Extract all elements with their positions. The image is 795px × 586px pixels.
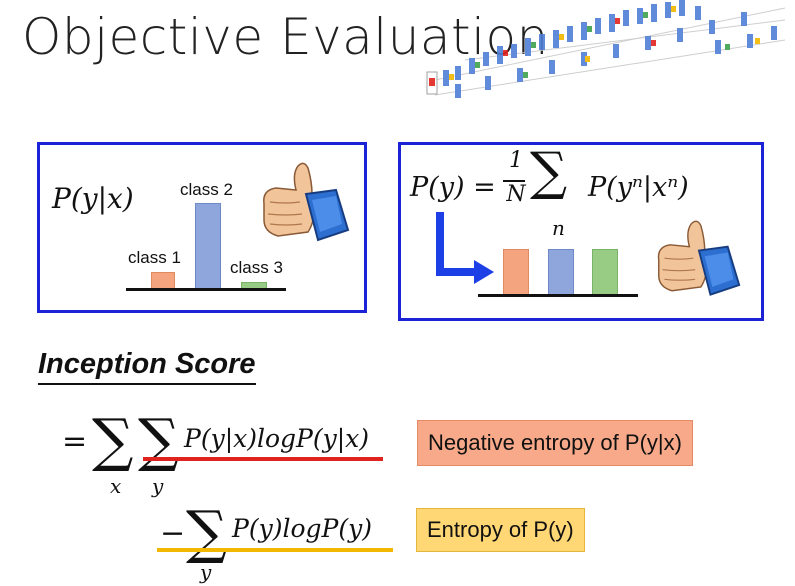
sum-over-y-symbol: ∑: [138, 406, 180, 474]
sum-subscript: n: [552, 216, 565, 240]
equals-sign: =: [62, 424, 88, 459]
sum-over-y2-symbol: ∑: [186, 498, 228, 566]
thumbs-up-icon: [657, 220, 741, 296]
minus-sign: −: [160, 516, 186, 551]
sum-over-x-symbol: ∑: [92, 406, 134, 474]
conditional-entropy-expression: P(y|x)logP(y|x): [184, 424, 369, 453]
marginal-formula-lhs: P(y) =: [410, 172, 496, 203]
sum-over-y2-subscript: y: [200, 560, 212, 584]
right-axis-line: [478, 294, 638, 297]
marginal-entropy-expression: P(y)logP(y): [232, 514, 372, 543]
class-2-label: class 2: [180, 180, 233, 199]
sum-symbol: ∑: [530, 142, 568, 202]
yellow-underline: [157, 548, 393, 552]
sum-over-y-subscript: y: [152, 474, 164, 498]
left-axis-line: [126, 288, 286, 291]
fraction-bar: [503, 180, 525, 182]
marginal-formula-rhs: P(yⁿ|xⁿ): [588, 172, 689, 203]
conditional-formula: P(y|x): [52, 182, 134, 215]
class-3-label: class 3: [230, 258, 283, 277]
fraction-denominator: N: [506, 182, 526, 207]
thumbs-up-icon: [263, 162, 350, 242]
marginal-bar-3: [592, 249, 618, 296]
negative-entropy-tag: Negative entropy of P(y|x): [417, 420, 693, 466]
entropy-tag: Entropy of P(y): [416, 508, 585, 552]
red-underline: [143, 457, 383, 461]
sum-over-x-subscript: x: [110, 474, 122, 498]
marginal-bar-1: [503, 249, 529, 296]
fraction-numerator: 1: [509, 148, 523, 173]
marginal-bar-2: [548, 249, 574, 296]
arrow-right-icon: [436, 212, 494, 284]
class-1-label: class 1: [128, 248, 181, 267]
page-title: Objective Evaluation: [22, 8, 549, 66]
class-2-bar: [195, 203, 221, 290]
network-diagram-icon: [426, 0, 786, 98]
inception-score-heading: Inception Score: [38, 345, 256, 385]
